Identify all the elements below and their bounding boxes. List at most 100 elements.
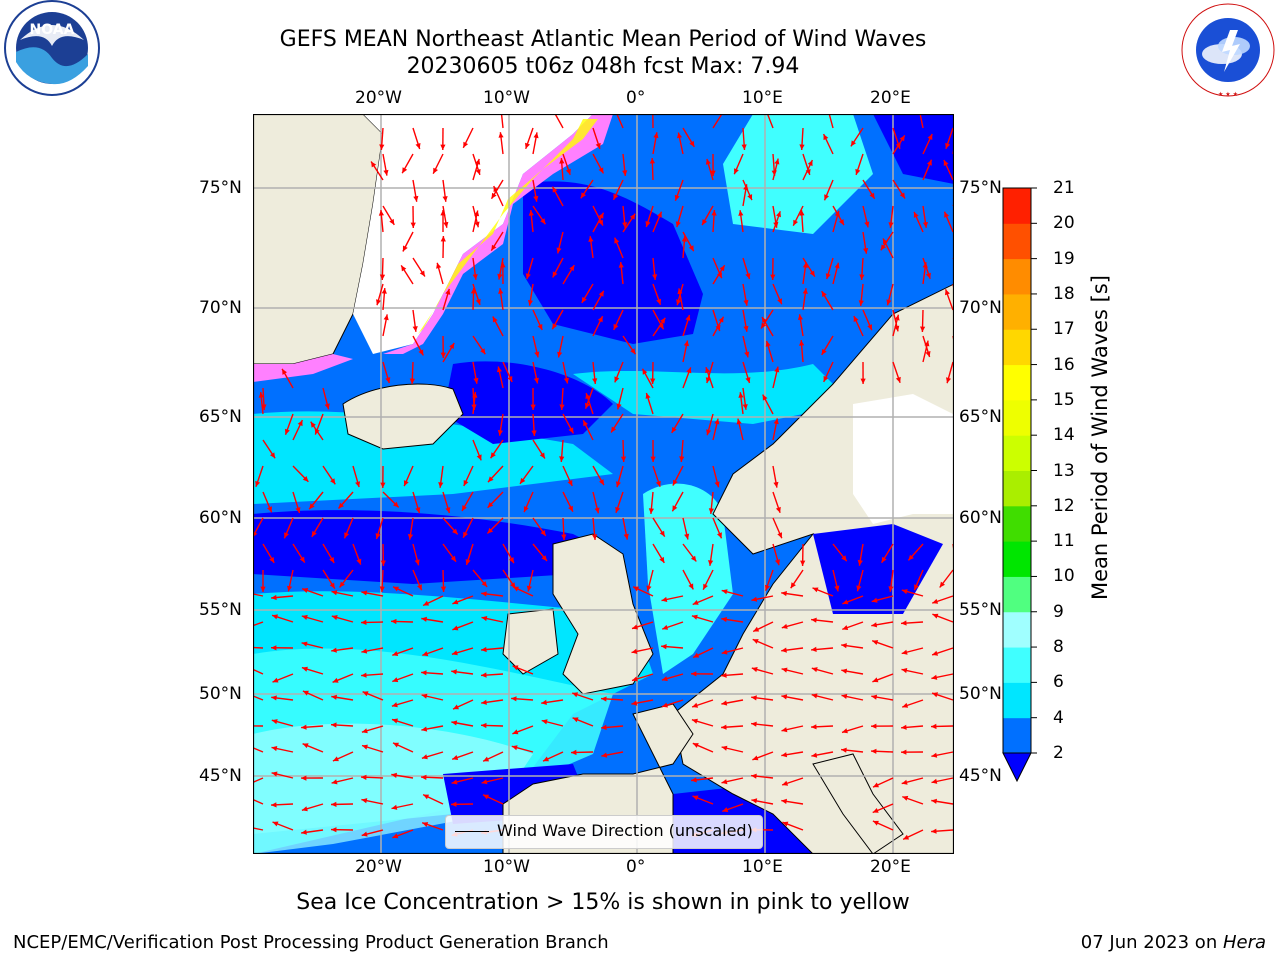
wind-wave-arrowhead xyxy=(540,530,546,536)
wind-wave-arrowhead xyxy=(721,616,727,623)
wind-wave-arrowhead xyxy=(901,749,907,755)
wind-wave-arrowhead xyxy=(481,779,488,785)
lat-label-left-65n: 65°N xyxy=(199,407,242,427)
wind-wave-arrowhead xyxy=(774,366,780,373)
wind-wave-arrowhead xyxy=(770,274,776,280)
wave-period-under-2 xyxy=(523,181,703,344)
wind-wave-arrowhead xyxy=(922,222,928,228)
wind-wave-arrowhead xyxy=(932,650,939,656)
wind-wave-arrowhead xyxy=(684,533,690,540)
wind-wave-arrowhead xyxy=(483,756,490,762)
wind-wave-arrowhead xyxy=(681,236,687,242)
wind-wave-arrowhead xyxy=(841,747,847,753)
wind-wave-arrowhead xyxy=(676,299,682,306)
barents-band xyxy=(723,114,873,234)
wind-wave-arrowhead xyxy=(324,403,330,410)
wind-wave-arrowhead xyxy=(490,452,496,459)
wind-wave-arrowhead xyxy=(616,403,622,410)
wind-wave-arrowhead xyxy=(344,532,349,539)
wind-wave-arrowhead xyxy=(541,699,547,705)
wind-wave-arrowhead xyxy=(721,589,728,595)
wind-wave-arrowhead xyxy=(717,272,722,279)
wind-wave-arrowhead xyxy=(811,617,817,623)
wind-wave-arrowhead xyxy=(943,160,949,166)
svg-text:★ ★ ★: ★ ★ ★ xyxy=(1218,91,1238,98)
wind-wave-arrowhead xyxy=(556,247,562,254)
wind-wave-arrowhead xyxy=(753,626,760,632)
wind-wave-arrowhead xyxy=(383,169,389,176)
wind-wave-arrowhead xyxy=(710,170,716,176)
wind-wave-arrowhead xyxy=(662,702,668,708)
wind-wave-arrowhead xyxy=(719,265,725,272)
wind-wave-arrowhead xyxy=(679,456,685,462)
wind-wave-arrowhead xyxy=(860,378,866,384)
wind-wave-arrow xyxy=(919,114,924,129)
wind-wave-arrowhead xyxy=(872,640,879,645)
colorbar-tick-label: 20 xyxy=(1053,213,1075,234)
wind-wave-arrowhead xyxy=(380,482,386,488)
colorbar-tick-label: 18 xyxy=(1053,283,1075,304)
wind-wave-arrowhead xyxy=(392,651,399,656)
wind-wave-arrowhead xyxy=(811,724,817,730)
wind-wave-arrowhead xyxy=(646,585,652,592)
wind-wave-arrowhead xyxy=(945,142,951,149)
wind-wave-arrowhead xyxy=(864,221,870,228)
colorbar-segment xyxy=(1003,435,1031,471)
wind-wave-arrowhead xyxy=(507,376,513,382)
wind-wave-arrowhead xyxy=(533,377,539,384)
wind-wave-arrowhead xyxy=(901,779,908,785)
wind-wave-arrowhead xyxy=(451,720,458,726)
wind-wave-arrowhead xyxy=(423,794,430,800)
wind-wave-arrow xyxy=(554,114,564,129)
wind-wave-arrowhead xyxy=(391,702,398,708)
wind-wave-arrowhead xyxy=(622,170,628,176)
wind-wave-arrowhead xyxy=(718,316,724,323)
colorbar-tick-label: 4 xyxy=(1053,707,1064,728)
wind-wave-arrowhead xyxy=(483,794,489,800)
lon-label-top-10e: 10°E xyxy=(742,88,783,108)
wind-wave-arrowhead xyxy=(706,429,712,436)
colorbar-segment xyxy=(1003,293,1031,330)
wind-wave-arrowhead xyxy=(481,699,487,705)
wind-wave-arrowhead xyxy=(902,702,909,708)
lat-label-right-45n: 45°N xyxy=(959,766,1002,786)
wind-wave-arrowhead xyxy=(557,351,563,358)
wind-wave-arrowhead xyxy=(569,265,575,272)
wind-wave-arrowhead xyxy=(927,134,933,140)
wind-wave-arrowhead xyxy=(899,135,905,142)
wind-wave-arrowhead xyxy=(331,615,338,621)
wind-wave-arrowhead xyxy=(901,649,908,655)
wind-wave-arrowhead xyxy=(463,141,469,148)
wind-wave-arrowhead xyxy=(598,167,604,174)
wind-wave-arrowhead xyxy=(660,317,666,324)
wind-wave-arrowhead xyxy=(520,477,526,484)
wind-wave-arrow xyxy=(828,114,834,129)
wind-wave-arrowhead xyxy=(939,581,945,588)
wind-wave-arrowhead xyxy=(867,324,872,331)
wind-wave-arrowhead xyxy=(563,377,569,384)
wind-wave-arrowhead xyxy=(946,377,951,384)
wind-wave-arrowhead xyxy=(598,212,604,219)
wind-wave-arrowhead xyxy=(271,802,277,808)
wind-wave-arrow xyxy=(253,621,264,627)
wind-wave-arrowhead xyxy=(850,140,856,147)
wind-wave-arrowhead xyxy=(776,211,781,218)
wind-wave-arrowhead xyxy=(855,168,861,175)
wind-wave-arrowhead xyxy=(301,829,307,835)
wind-wave-arrowhead xyxy=(500,262,506,268)
wind-wave-arrowhead xyxy=(765,584,770,591)
wind-wave-arrowhead xyxy=(534,351,540,358)
wind-wave-arrowhead xyxy=(661,596,668,602)
colorbar-tick-label: 8 xyxy=(1053,637,1064,658)
great-britain-land xyxy=(552,533,654,695)
wind-wave-arrowhead xyxy=(361,619,367,625)
wind-wave-arrowhead xyxy=(858,300,864,306)
wind-wave-arrow xyxy=(500,114,504,129)
wind-wave-arrowhead xyxy=(451,669,457,675)
wind-wave-arrowhead xyxy=(470,288,477,294)
wind-wave-arrowhead xyxy=(650,456,656,462)
wind-wave-arrowhead xyxy=(474,210,480,217)
wind-wave-arrowhead xyxy=(932,598,939,604)
wind-wave-arrowhead xyxy=(475,169,481,175)
wind-wave-arrowhead xyxy=(414,559,420,566)
